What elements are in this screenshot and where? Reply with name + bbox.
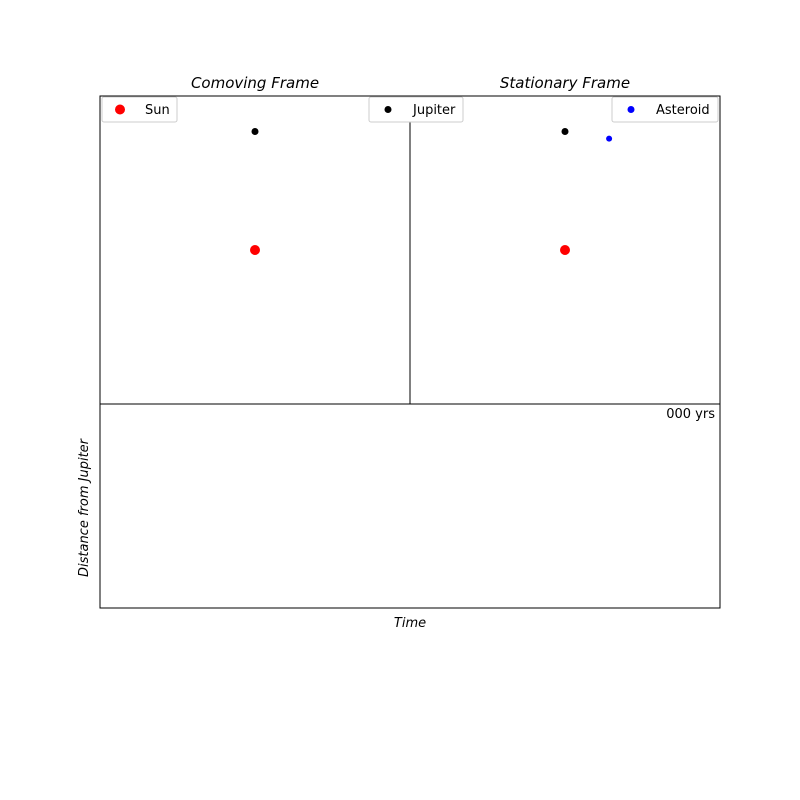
jupiter-legend: Jupiter bbox=[368, 96, 464, 123]
jupiter-legend-box bbox=[368, 96, 464, 123]
distance-panel: 000 yrs Time Distance from Jupiter bbox=[77, 403, 721, 631]
stationary-panel: Stationary Frame Asteroid bbox=[409, 74, 721, 405]
stationary-legend-box bbox=[611, 96, 719, 123]
asteroid-point-stationary bbox=[606, 135, 613, 142]
sun-point-stationary bbox=[560, 245, 570, 255]
distance-frame bbox=[99, 403, 721, 609]
time-readout: 000 yrs bbox=[666, 407, 715, 422]
stationary-legend: Asteroid bbox=[611, 96, 719, 123]
legend-marker-jupiter bbox=[384, 106, 392, 113]
y-axis-label: Distance from Jupiter bbox=[77, 437, 92, 577]
jupiter-point-stationary bbox=[561, 128, 569, 135]
comoving-panel: Comoving Frame Sun bbox=[99, 74, 411, 405]
legend-label-asteroid: Asteroid bbox=[656, 103, 710, 118]
jupiter-point-comoving bbox=[251, 128, 259, 135]
x-axis-label: Time bbox=[394, 616, 426, 631]
legend-marker-asteroid bbox=[627, 106, 635, 113]
stationary-title: Stationary Frame bbox=[500, 74, 630, 92]
comoving-marks bbox=[250, 128, 260, 255]
legend-marker-sun bbox=[115, 104, 125, 115]
comoving-legend-box bbox=[101, 96, 178, 123]
stationary-marks bbox=[560, 128, 613, 255]
comoving-title: Comoving Frame bbox=[191, 74, 319, 92]
legend-label-jupiter: Jupiter bbox=[412, 103, 456, 118]
sun-point-comoving bbox=[250, 245, 260, 255]
legend-label-sun: Sun bbox=[145, 103, 170, 118]
comoving-legend: Sun bbox=[101, 96, 178, 123]
